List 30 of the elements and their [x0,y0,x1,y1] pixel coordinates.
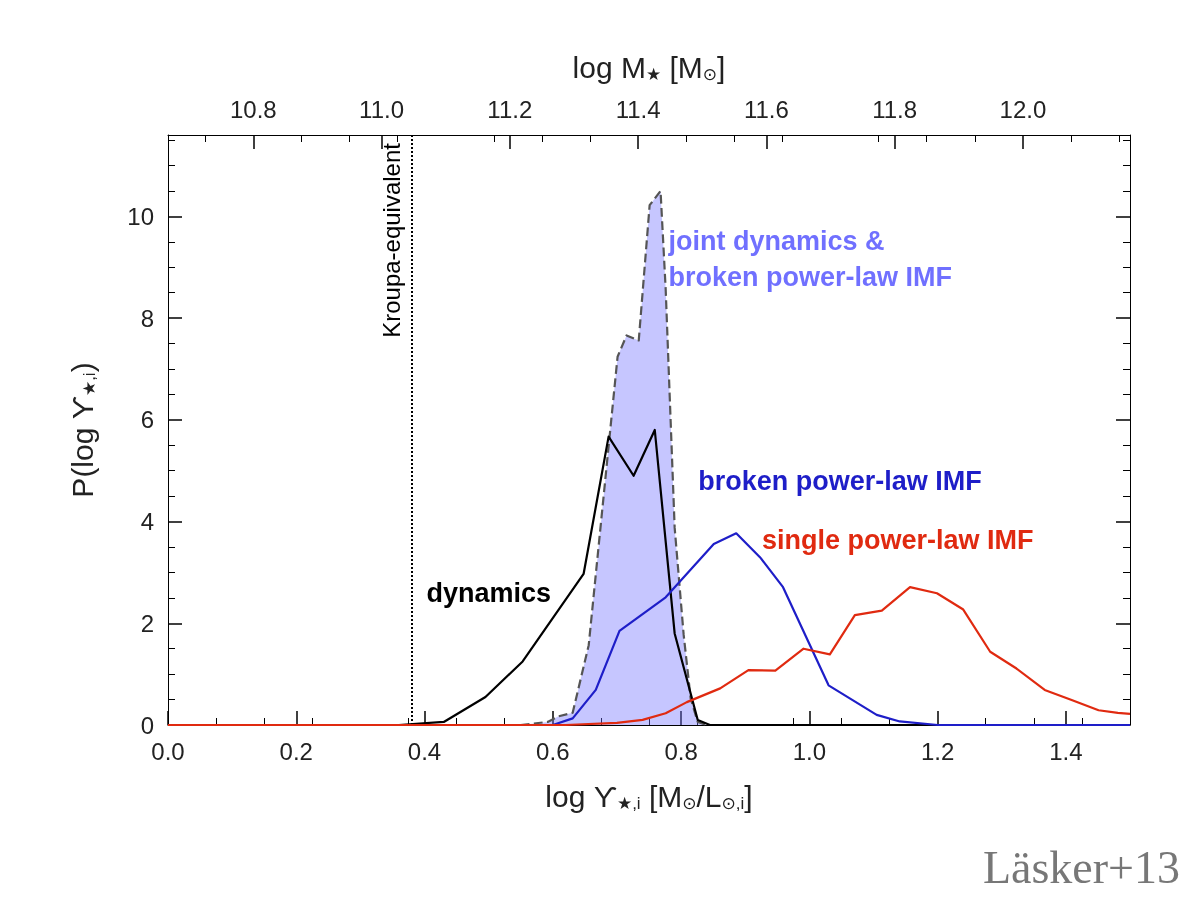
x2-tick-label: 11.8 [872,95,918,123]
series-label: joint dynamics & broken power-law IMF [668,224,954,294]
ref-line-label: Kroupa-equivalent [378,142,406,338]
x-tick-label: 0.0 [151,737,185,765]
y-tick-label: 4 [140,508,154,536]
x-axis-title: log ϒ★,i [M⊙/L⊙,i] [545,780,753,813]
x-tick-label: 0.8 [664,737,698,765]
x-tick-label: 1.4 [1049,737,1083,765]
x-tick-label: 0.4 [407,737,442,765]
y-tick-label: 10 [127,202,154,230]
text: Läsker+13 [982,841,1181,893]
y-tick-label: 0 [140,711,154,739]
x-tick-label: 0.6 [536,737,570,765]
x2-tick-label: 12.0 [999,95,1047,123]
x-tick-label: 1.0 [792,737,827,765]
x2-tick-label: 11.6 [743,95,789,123]
x2-tick-label: 10.8 [229,95,277,123]
x2-tick-label: 11.4 [615,95,661,123]
y-tick-label: 2 [140,609,154,637]
x2-axis-title: log M★ [M⊙] [572,51,726,84]
y-axis-title: P(log ϒ★,i) [66,362,99,498]
x2-tick-label: 11.2 [487,95,533,123]
x-tick-label: 0.2 [279,737,313,765]
x-tick-label: 1.2 [920,737,955,765]
y-tick-label: 6 [140,406,154,434]
series-label: single power-law IMF [762,524,1034,558]
x2-tick-label: 11.0 [359,95,405,123]
series-label: broken power-law IMF [698,465,982,499]
series-label: dynamics [426,577,552,610]
y-tick-label: 8 [140,304,154,332]
